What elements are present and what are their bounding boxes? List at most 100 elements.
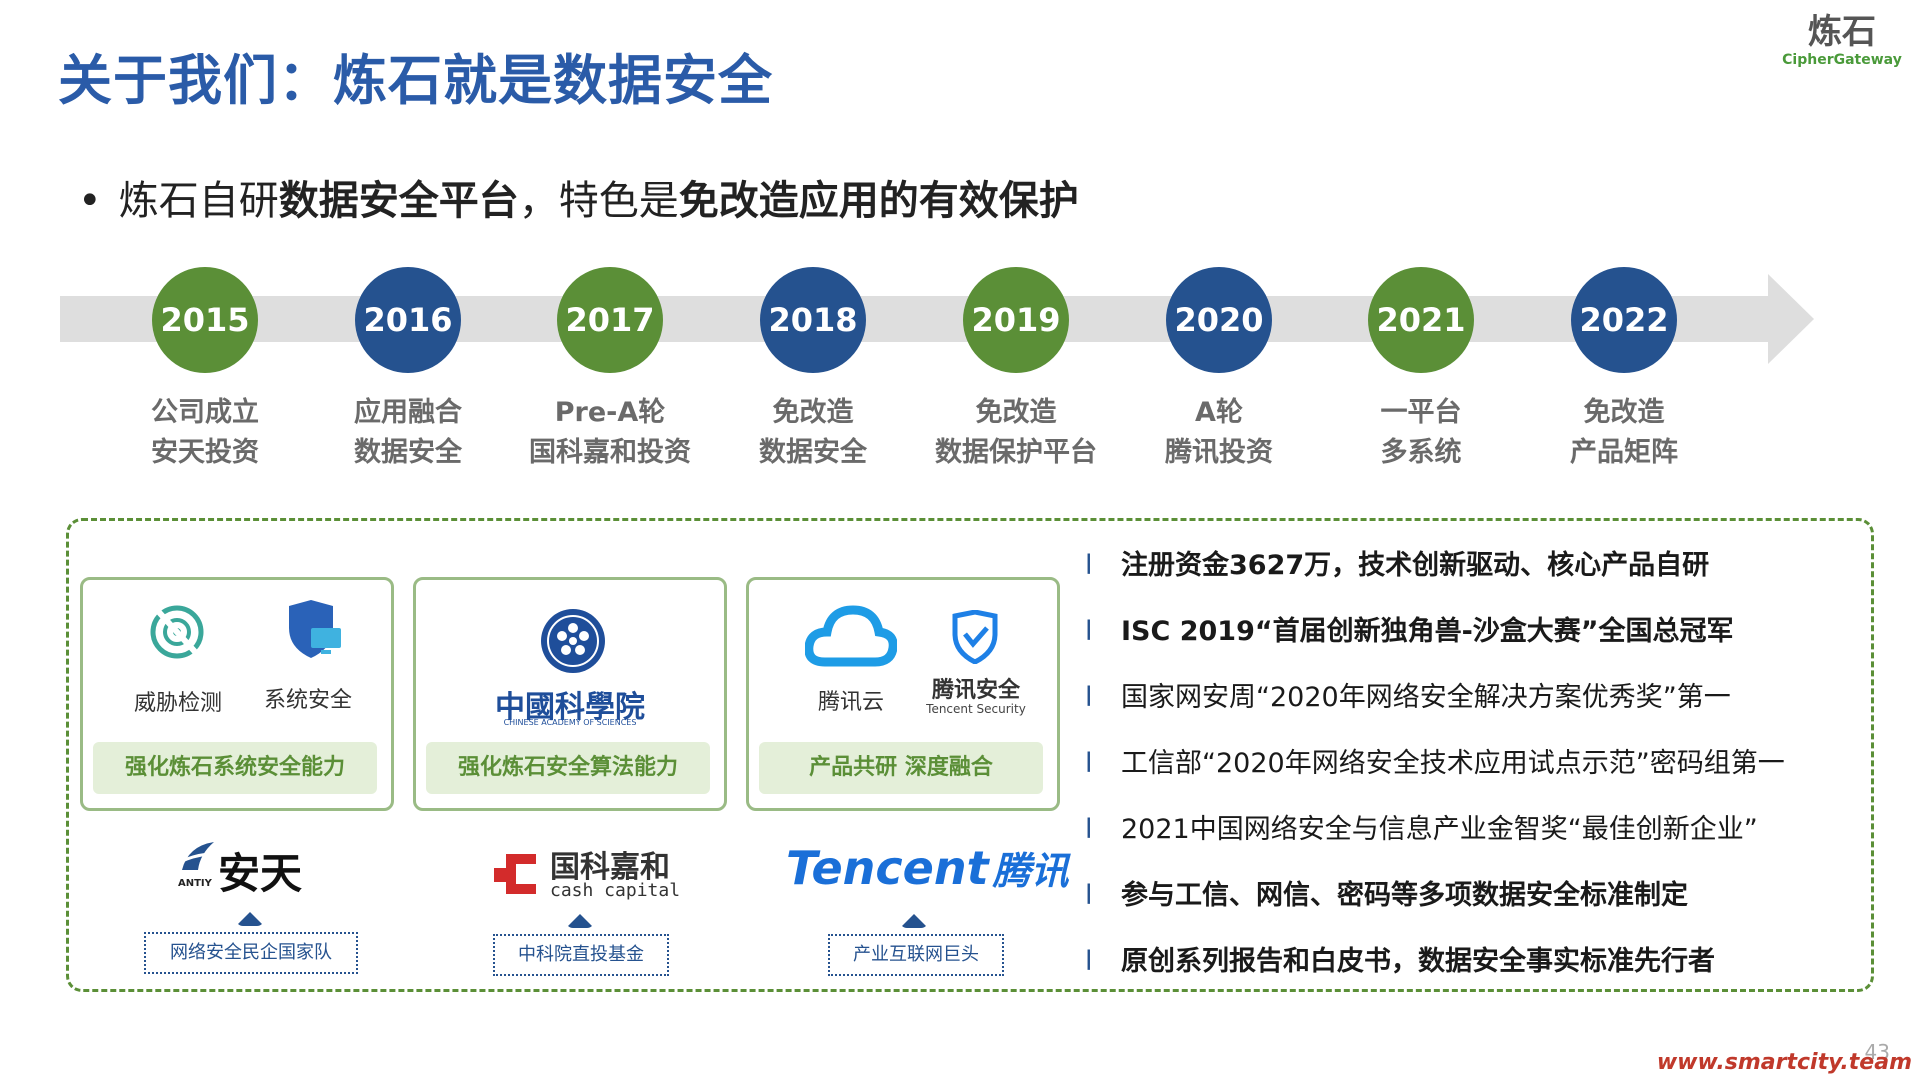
cash-capital-label: 中科院直投基金 — [493, 934, 669, 976]
year-2016-desc: 应用融合 数据安全 — [308, 393, 508, 473]
year-2016-badge: 2016 — [355, 267, 461, 373]
intro-bullet: • 炼石自研数据安全平台，特色是免改造应用的有效保护 — [78, 168, 1079, 226]
tencent-logo: Tencent 腾讯 — [786, 840, 1069, 895]
antiy-logo-icon — [179, 842, 214, 870]
year-2015-badge: 2015 — [152, 267, 258, 373]
partners-section — [66, 518, 1874, 992]
highlight-text: ISC 2019“首届创新独角兽-沙盒大赛”全国总冠军 — [1121, 616, 1734, 647]
desc-line-1: 一平台 — [1380, 397, 1462, 428]
antiy-arrow-icon — [236, 912, 264, 926]
bullet-text-4: 免改造应用的有效保护 — [678, 178, 1079, 224]
desc-line-1: 应用融合 — [354, 397, 462, 428]
highlight-marker-icon: l — [1085, 748, 1093, 779]
card-antiy: 威胁检测 系统安全 强化炼石系统安全能力 — [80, 577, 394, 811]
cash-capital-logo-sub: cash capital — [550, 880, 681, 901]
cash-capital-logo-text: 国科嘉和 — [550, 850, 670, 885]
threat-detection-label: 威胁检测 — [133, 691, 222, 716]
antiy-logo-sub: ANTIY — [178, 878, 212, 889]
card-tag: 产品共研 深度融合 — [759, 742, 1043, 794]
highlight-marker-icon: l — [1085, 682, 1093, 713]
highlight-marker-icon: l — [1085, 946, 1093, 977]
timeline-bar — [60, 296, 1770, 342]
tencent-security-label: 腾讯安全 — [931, 678, 1020, 703]
antiy-label: 网络安全民企国家队 — [144, 932, 358, 974]
logo-cn: 炼石 — [1808, 12, 1876, 52]
desc-line-1: 公司成立 — [151, 397, 259, 428]
card-tencent: 腾讯云 腾讯安全 Tencent Security 产品共研 深度融合 — [746, 577, 1060, 811]
highlight-marker-icon: l — [1085, 880, 1093, 911]
desc-line-1: A轮 — [1195, 397, 1243, 428]
year-2020-desc: A轮腾讯投资 — [1119, 393, 1319, 473]
cas-emblem-icon — [541, 609, 605, 673]
highlight-marker-icon: l — [1085, 814, 1093, 845]
highlight-item: l ISC 2019“首届创新独角兽-沙盒大赛”全国总冠军 — [1085, 614, 1734, 650]
highlight-item: l 原创系列报告和白皮书，数据安全事实标准先行者 — [1085, 944, 1715, 980]
highlight-item: l 注册资金3627万，技术创新驱动、核心产品自研 — [1085, 548, 1709, 584]
threat-detection-icon — [150, 605, 204, 659]
bullet-text-1: 炼石自研 — [118, 178, 279, 224]
desc-line-1: 免改造 — [1583, 397, 1665, 428]
cas-logo-text: 中國科學院 — [495, 690, 645, 725]
cash-capital-arrow-icon — [566, 914, 594, 928]
year-2021-desc: 一平台 多系统 — [1321, 393, 1521, 473]
bullet-dot-icon: • — [78, 178, 102, 224]
highlight-text: 注册资金3627万，技术创新驱动、核心产品自研 — [1121, 550, 1710, 581]
cas-logo-sub: CHINESE ACADEMY OF SCIENCES — [503, 718, 637, 727]
tencent-cloud-icon — [805, 605, 897, 667]
timeline-arrow-icon — [1768, 274, 1814, 364]
highlight-text: 工信部“2020年网络安全技术应用试点示范”密码组第一 — [1121, 748, 1785, 779]
tencent-security-icon — [952, 610, 998, 664]
card-cas: 中國科學院 CHINESE ACADEMY OF SCIENCES 强化炼石安全… — [413, 577, 727, 811]
highlight-marker-icon: l — [1085, 550, 1093, 581]
tencent-cloud-label: 腾讯云 — [817, 690, 884, 715]
highlight-text: 原创系列报告和白皮书，数据安全事实标准先行者 — [1121, 946, 1715, 977]
desc-line-2: 国科嘉和投资 — [529, 437, 691, 468]
desc-line-1: Pre-A轮 — [554, 397, 666, 428]
system-security-icon — [289, 600, 341, 658]
desc-line-2: 产品矩阵 — [1570, 437, 1678, 468]
desc-line-2: 多系统 — [1380, 437, 1462, 468]
year-2021-badge: 2021 — [1368, 267, 1474, 373]
desc-line-2: 安天投资 — [151, 437, 259, 468]
highlight-item: l 国家网安周“2020年网络安全解决方案优秀奖”第一 — [1085, 680, 1731, 716]
page-title: 关于我们：炼石就是数据安全 — [58, 49, 773, 112]
year-2019-badge: 2019 — [963, 267, 1069, 373]
bullet-text-2: 数据安全平台 — [278, 178, 519, 224]
year-2018-badge: 2018 — [760, 267, 866, 373]
desc-line-1: 免改造 — [975, 397, 1057, 428]
system-security-label: 系统安全 — [263, 688, 352, 713]
highlight-text: 国家网安周“2020年网络安全解决方案优秀奖”第一 — [1121, 682, 1731, 713]
desc-line-2: 数据安全 — [759, 437, 867, 468]
year-2017-desc: Pre-A轮 国科嘉和投资 — [510, 393, 710, 473]
highlight-text: 2021中国网络安全与信息产业金智奖“最佳创新企业” — [1121, 814, 1758, 845]
desc-line-2: 数据安全 — [354, 437, 462, 468]
year-2019-desc: 免改造 数据保护平台 — [916, 393, 1116, 473]
bullet-text-3: ，特色是 — [518, 178, 679, 224]
year-2018-desc: 免改造 数据安全 — [713, 393, 913, 473]
year-2015-desc: 公司成立 安天投资 — [105, 393, 305, 473]
desc-line-1: 免改造 — [772, 397, 854, 428]
tencent-security-sub: Tencent Security — [926, 702, 1026, 716]
card-tag: 强化炼石系统安全能力 — [93, 742, 377, 794]
footer-url: www.smartcity.team — [1656, 1050, 1912, 1075]
cash-capital-logo-icon — [494, 854, 536, 894]
tencent-logo-cn: 腾讯 — [992, 849, 1069, 893]
highlight-text: 参与工信、网信、密码等多项数据安全标准制定 — [1121, 880, 1688, 911]
antiy-logo-text: 安天 — [218, 849, 303, 898]
tencent-logo-en: Tencent — [786, 841, 989, 895]
highlight-item: l 工信部“2020年网络安全技术应用试点示范”密码组第一 — [1085, 746, 1785, 782]
card-tag: 强化炼石安全算法能力 — [426, 742, 710, 794]
highlight-item: l 2021中国网络安全与信息产业金智奖“最佳创新企业” — [1085, 812, 1758, 848]
year-2022-desc: 免改造 产品矩阵 — [1524, 393, 1724, 473]
year-2022-badge: 2022 — [1571, 267, 1677, 373]
tencent-arrow-icon — [900, 914, 928, 928]
year-2017-badge: 2017 — [557, 267, 663, 373]
year-2020-badge: 2020 — [1166, 267, 1272, 373]
tencent-label: 产业互联网巨头 — [828, 934, 1004, 976]
desc-line-2: 数据保护平台 — [935, 437, 1097, 468]
highlight-item: l 参与工信、网信、密码等多项数据安全标准制定 — [1085, 878, 1688, 914]
company-logo: 炼石 CipherGateway — [1782, 12, 1902, 82]
desc-line-2: 腾讯投资 — [1165, 437, 1273, 468]
logo-en: CipherGateway — [1782, 52, 1902, 68]
highlight-marker-icon: l — [1085, 616, 1093, 647]
